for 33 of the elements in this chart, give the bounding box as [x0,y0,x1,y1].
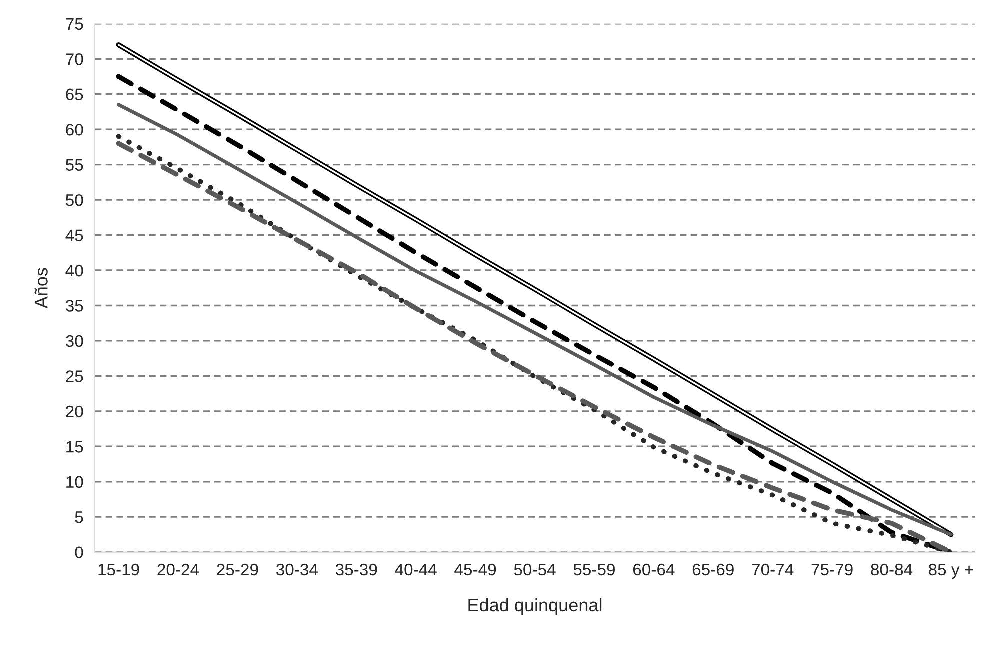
y-tick-label: 45 [66,230,84,242]
x-tick-label: 15-19 [98,564,140,576]
y-tick-label: 10 [66,476,84,488]
y-tick-label: 40 [66,264,84,277]
x-tick-label: 30-34 [276,564,318,576]
x-tick-label: 20-24 [158,564,200,576]
x-tick-label: 70-74 [752,564,794,576]
x-tick-label: 45-49 [454,564,496,576]
y-tick-label: 65 [66,88,84,101]
x-tick-label: 65-69 [692,564,734,576]
y-axis-title: Años [34,268,48,309]
x-tick-label: 25-29 [217,564,258,576]
y-tick-label: 75 [66,18,84,30]
x-tick-label: 35-39 [336,564,378,576]
y-tick-label: 70 [66,54,84,66]
y-tick-label: 0 [75,546,84,559]
y-tick-label: 55 [66,159,84,172]
x-tick-label: 60-64 [633,564,675,576]
y-tick-label: 35 [66,300,84,312]
y-tick-label: 60 [66,124,84,136]
x-tick-label: 55-59 [574,564,615,576]
x-tick-label: 75-79 [812,564,853,576]
y-tick-label: 20 [66,406,84,418]
y-tick-label: 15 [66,441,84,453]
y-tick-label: 25 [66,370,84,382]
y-tick-label: 30 [66,335,84,348]
x-tick-label: 40-44 [395,564,437,576]
x-axis-title: Edad quinquenal [468,598,602,616]
x-tick-label: 80-84 [871,564,913,576]
y-tick-label: 50 [66,194,84,206]
x-tick-label: 85 y + [929,564,974,579]
x-tick-label: 50-54 [514,564,556,576]
y-tick-label: 5 [75,512,84,524]
